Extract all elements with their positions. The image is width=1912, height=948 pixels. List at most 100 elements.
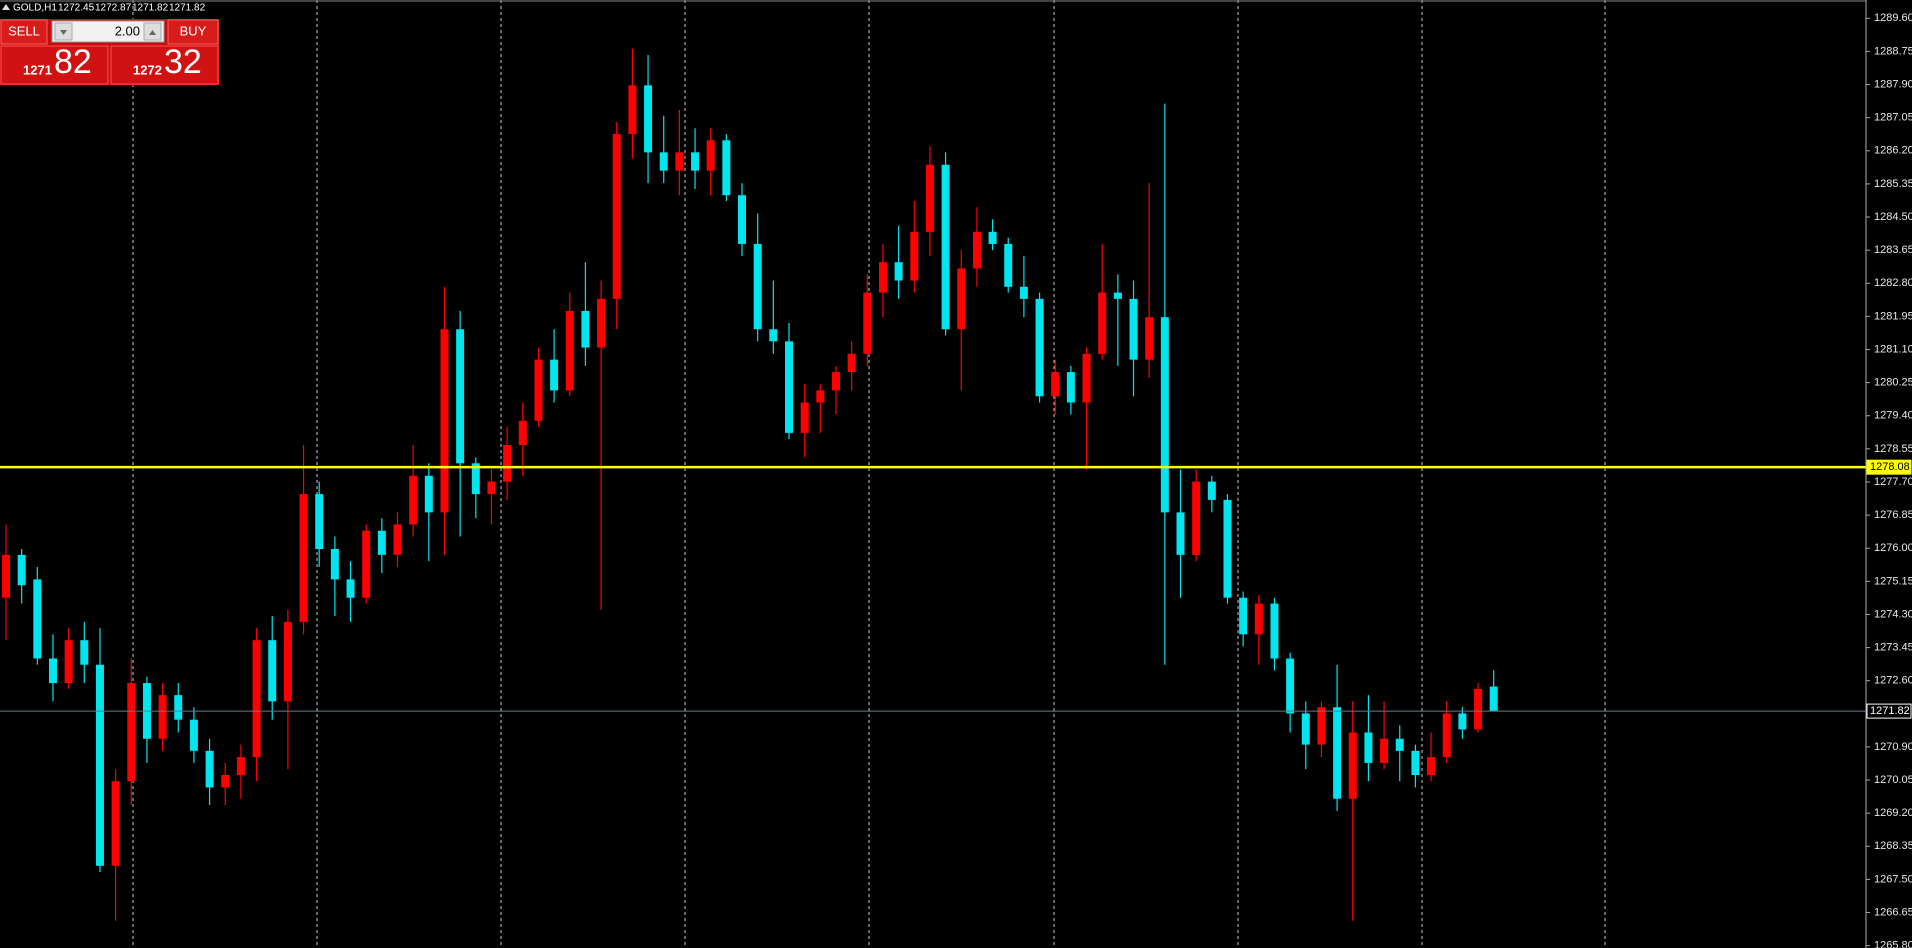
y-tick-label: 1279.40: [1874, 410, 1912, 422]
y-tick-label: 1277.70: [1874, 476, 1912, 488]
candle-body: [487, 481, 496, 495]
y-tick-label: 1265.80: [1874, 940, 1912, 948]
y-tick-label: 1281.95: [1874, 310, 1912, 322]
candle-body: [644, 85, 653, 153]
y-tick-label: 1281.10: [1874, 343, 1912, 355]
candle-body: [550, 359, 559, 391]
candle-body: [346, 579, 355, 598]
y-tick-label: 1268.35: [1874, 840, 1912, 852]
candle-body: [1254, 603, 1263, 635]
candle-body: [910, 231, 919, 281]
lots-value: 2.00: [115, 23, 140, 38]
candle-body: [1082, 353, 1091, 403]
collapse-icon[interactable]: [2, 4, 10, 10]
candle-body: [769, 329, 778, 342]
period-separators: [132, 0, 1606, 948]
buy-button[interactable]: [167, 19, 219, 45]
candle-body: [1427, 757, 1436, 775]
candle-body: [1442, 713, 1451, 758]
candle-body: [1286, 658, 1295, 714]
candle-body: [1380, 738, 1389, 763]
lots-input[interactable]: [51, 20, 165, 43]
candle-body: [1113, 292, 1122, 299]
header-close: 1271.82: [169, 3, 206, 14]
candle-body: [847, 353, 856, 373]
candle-body: [17, 554, 26, 586]
y-tick-label: 1273.45: [1874, 641, 1912, 653]
y-tick-label: 1283.65: [1874, 244, 1912, 256]
candle-body: [628, 85, 637, 135]
candle-body: [189, 719, 198, 751]
candle-body: [236, 757, 245, 775]
price-level-box: [1866, 459, 1912, 475]
header-high: 1272.87: [95, 3, 132, 14]
candle-body: [800, 402, 809, 433]
y-tick-label: 1284.50: [1874, 211, 1912, 223]
candle-body: [1019, 286, 1028, 299]
buy-price-major: 1272: [133, 62, 162, 77]
sell-price-major: 1271: [23, 62, 52, 77]
y-tick-label: 1272.60: [1874, 675, 1912, 687]
candle-body: [1035, 298, 1044, 397]
buy-price-minor: 32: [164, 43, 202, 81]
header: GOLD,H1 1272.45 1272.87 1271.82 1271.82: [2, 3, 206, 14]
plot: [0, 48, 1866, 921]
candle-body: [831, 372, 840, 391]
sell-price-minor: 82: [54, 43, 92, 81]
candle-body: [972, 231, 981, 269]
y-tick-label: 1270.90: [1874, 741, 1912, 753]
candle-body: [659, 152, 668, 171]
y-tick-label: 1280.25: [1874, 377, 1912, 389]
candle-body: [925, 164, 934, 232]
candle-body: [785, 341, 793, 433]
y-tick-label: 1276.85: [1874, 509, 1912, 521]
candle-body: [158, 695, 167, 739]
header-open: 1272.45: [58, 3, 95, 14]
candle-body: [1395, 738, 1404, 751]
buy-price-box[interactable]: [110, 45, 219, 85]
header-low: 1271.82: [132, 3, 169, 14]
candle-body: [706, 140, 715, 171]
candle-body: [1411, 750, 1420, 775]
candle-body: [691, 152, 700, 171]
candle-body: [111, 781, 120, 866]
candle-body: [894, 262, 903, 281]
candle-body: [33, 579, 42, 659]
candle-body: [1129, 298, 1138, 360]
candle-body: [957, 268, 966, 330]
candle-body: [409, 475, 418, 525]
y-tick-label: 1266.65: [1874, 906, 1912, 918]
candle-body: [534, 359, 543, 421]
symbol: GOLD,H1: [13, 3, 57, 14]
buy-label: BUY: [180, 23, 207, 38]
sell-price-box[interactable]: [0, 45, 109, 85]
candle-body: [941, 164, 950, 330]
candle-body: [80, 640, 89, 665]
candle-body: [330, 549, 339, 580]
price-level-box: [1866, 703, 1912, 719]
candle-body: [315, 494, 324, 550]
candle-body: [2, 554, 10, 598]
candle-body: [612, 134, 621, 299]
candle-body: [675, 152, 684, 171]
candle-body: [362, 530, 371, 598]
candle-body: [1270, 603, 1279, 659]
candle-body: [738, 195, 747, 244]
y-tick-label: 1276.00: [1874, 542, 1912, 554]
candle-body: [863, 292, 872, 354]
y-tick-label: 1288.75: [1874, 45, 1912, 57]
candle-body: [518, 420, 527, 445]
candle-body: [1348, 732, 1357, 799]
candle-body: [1004, 243, 1013, 287]
candle-body: [1051, 372, 1060, 397]
y-tick-label: 1269.20: [1874, 807, 1912, 819]
candle-body: [221, 774, 230, 788]
sell-button[interactable]: [0, 19, 48, 45]
down-arrow: [60, 30, 67, 35]
y-tick-label: 1286.20: [1874, 145, 1912, 157]
sell-label: SELL: [8, 23, 40, 38]
candle-body: [816, 390, 825, 403]
candle-body: [424, 475, 433, 513]
